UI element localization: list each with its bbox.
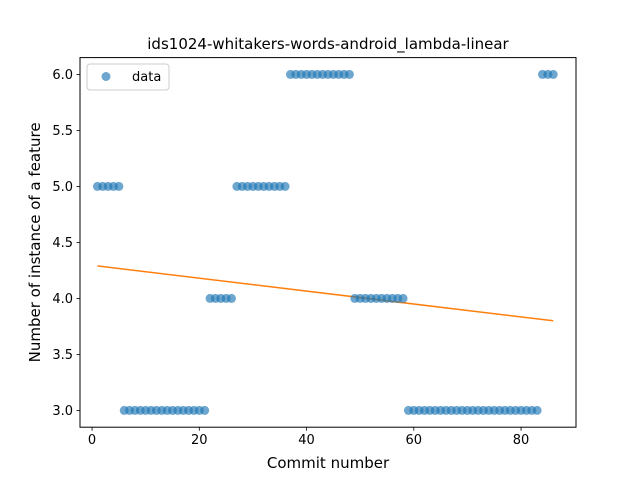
data-point [344,69,354,79]
legend-marker [101,72,111,81]
data-point [548,69,558,79]
plot-background [80,57,576,428]
data-point [280,181,290,191]
y-tick-label: 4.0 [52,292,73,307]
x-tick-label: 40 [298,433,315,448]
x-tick-label: 60 [406,433,423,448]
y-tick-label: 4.5 [52,236,73,251]
chart-title: ids1024-whitakers-words-android_lambda-l… [147,35,509,54]
x-tick-label: 0 [88,433,96,448]
trend-line [97,265,554,322]
x-tick-label: 80 [513,433,530,448]
x-tick-label: 20 [191,433,208,448]
y-tick-label: 5.0 [52,180,73,195]
x-axis-title: Commit number [267,454,390,472]
y-tick-label: 5.5 [52,124,73,139]
data-point [200,405,210,415]
legend-label: data [132,70,161,85]
legend: data [86,63,170,91]
y-tick-label: 3.5 [52,348,73,363]
y-axis-title: Number of instance of a feature [26,122,44,362]
y-tick-label: 6.0 [52,68,73,83]
data-point [532,405,542,415]
data-point [398,293,408,303]
data-point [226,293,236,303]
y-tick-label: 3.0 [52,404,73,419]
legend-box [86,63,170,91]
data-point [114,181,124,191]
